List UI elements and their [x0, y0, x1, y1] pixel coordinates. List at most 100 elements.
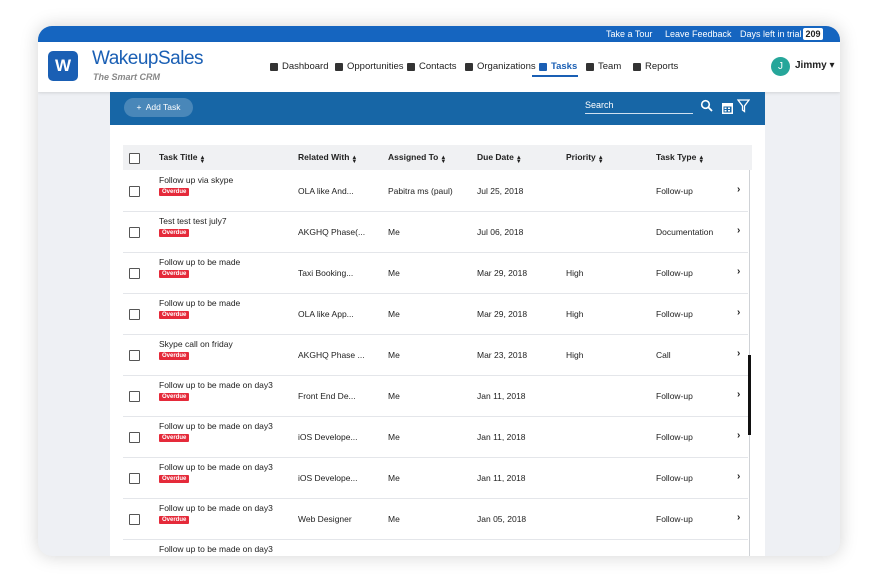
title[interactable]: Follow up to be made on day3: [159, 544, 273, 554]
column-header[interactable]: Task Title ▲​▼: [159, 145, 205, 170]
nav-item[interactable]: Reports: [633, 60, 678, 74]
search-input[interactable]: Search: [585, 98, 693, 114]
nav-icon: [270, 63, 278, 71]
nav-label: Opportunities: [347, 61, 404, 72]
title[interactable]: Follow up to be made on day3: [159, 380, 273, 390]
title[interactable]: Test test test july7: [159, 216, 227, 226]
type-cell: Documentation: [656, 227, 714, 237]
row-checkbox[interactable]: [129, 514, 140, 525]
assigned-cell: Me: [388, 350, 400, 360]
sort-icon: ▲​▼: [515, 155, 522, 165]
filter-icon[interactable]: [737, 99, 750, 113]
row-checkbox[interactable]: [129, 309, 140, 320]
nav-icon: [407, 63, 415, 71]
nav-item[interactable]: Contacts: [407, 60, 457, 74]
assigned-cell: Me: [388, 473, 400, 483]
row-arrow[interactable]: ›: [737, 225, 741, 236]
nav-icon: [539, 63, 547, 71]
top-bar: Take a Tour Leave Feedback Days left in …: [38, 26, 840, 42]
task-panel: + Add Task Search Task Title ▲​▼ Related W…: [110, 92, 765, 556]
related-cell: OLA like And...: [298, 186, 354, 196]
row-divider: [123, 334, 748, 335]
row-arrow[interactable]: ›: [737, 266, 741, 277]
assigned-cell: Me: [388, 432, 400, 442]
row-arrow[interactable]: ›: [737, 471, 741, 482]
column-header[interactable]: Priority ▲​▼: [566, 145, 604, 170]
feedback-link[interactable]: Leave Feedback: [665, 29, 732, 39]
type-cell: Follow-up: [656, 514, 693, 524]
title[interactable]: Follow up to be made on day3: [159, 421, 273, 431]
column-header[interactable]: Task Type ▲​▼: [656, 145, 704, 170]
nav-item[interactable]: Team: [586, 60, 621, 74]
column-header[interactable]: Assigned To ▲​▼: [388, 145, 446, 170]
overdue-badge: Overdue: [159, 352, 190, 360]
nav-item[interactable]: Dashboard: [270, 60, 328, 74]
overdue-badge: Overdue: [159, 311, 190, 319]
sort-icon: ▲​▼: [440, 155, 447, 165]
due-cell: Jan 11, 2018: [477, 432, 526, 442]
row-checkbox[interactable]: [129, 473, 140, 484]
logo[interactable]: W: [48, 51, 78, 81]
type-cell: Follow-up: [656, 268, 693, 278]
row-divider: [123, 457, 748, 458]
trial-days: 209: [803, 28, 823, 40]
title[interactable]: Follow up to be made on day3: [159, 462, 273, 472]
nav-icon: [586, 63, 594, 71]
title[interactable]: Skype call on friday: [159, 339, 233, 349]
sort-icon: ▲​▼: [698, 155, 705, 165]
nav-icon: [335, 63, 343, 71]
row-checkbox[interactable]: [129, 227, 140, 238]
nav-label: Organizations: [477, 61, 536, 72]
row-arrow[interactable]: ›: [737, 307, 741, 318]
title[interactable]: Follow up via skype: [159, 175, 234, 185]
row-arrow[interactable]: ›: [737, 184, 741, 195]
row-checkbox[interactable]: [129, 186, 140, 197]
priority-cell: High: [566, 309, 584, 319]
type-cell: Follow-up: [656, 186, 693, 196]
calendar-icon[interactable]: [721, 101, 734, 115]
related-cell: AKGHQ Phase ...: [298, 350, 365, 360]
avatar[interactable]: J: [771, 57, 790, 76]
select-all[interactable]: [129, 153, 140, 164]
column-label: Related With: [298, 152, 350, 162]
row-arrow[interactable]: ›: [737, 389, 741, 400]
related-cell: iOS Develope...: [298, 473, 358, 483]
due-cell: Jul 25, 2018: [477, 186, 524, 196]
overdue-badge: Overdue: [159, 516, 190, 524]
add-task-button[interactable]: + Add Task: [124, 98, 193, 117]
due-cell: Jan 11, 2018: [477, 473, 526, 483]
search-icon[interactable]: [700, 99, 714, 113]
type-cell: Follow-up: [656, 309, 693, 319]
row-checkbox[interactable]: [129, 432, 140, 443]
scroll-thumb[interactable]: [748, 355, 751, 435]
type-cell: Follow-up: [656, 473, 693, 483]
row-arrow[interactable]: ›: [737, 512, 741, 523]
nav-item[interactable]: Organizations: [465, 60, 536, 74]
row-divider: [123, 539, 748, 540]
nav-item[interactable]: Opportunities: [335, 60, 404, 74]
nav-icon: [633, 63, 641, 71]
row-arrow[interactable]: ›: [737, 348, 741, 359]
tour-link[interactable]: Take a Tour: [606, 29, 653, 39]
column-header[interactable]: Related With ▲​▼: [298, 145, 357, 170]
row-checkbox[interactable]: [129, 268, 140, 279]
title[interactable]: Follow up to be made: [159, 298, 241, 308]
due-cell: Jan 11, 2018: [477, 391, 526, 401]
due-cell: Jan 05, 2018: [477, 514, 527, 524]
row-checkbox[interactable]: [129, 391, 140, 402]
assigned-cell: Me: [388, 391, 400, 401]
brand: WakeupSales: [92, 48, 204, 69]
sort-icon: ▲​▼: [351, 155, 358, 165]
nav-item[interactable]: Tasks: [539, 60, 577, 74]
title[interactable]: Follow up to be made: [159, 257, 241, 267]
row-checkbox[interactable]: [129, 350, 140, 361]
table-header: Task Title ▲​▼ Related With ▲​▼ Assigned To ▲…: [123, 145, 752, 170]
trial-label: Days left in trial: [740, 29, 802, 39]
row-divider: [123, 252, 748, 253]
title[interactable]: Follow up to be made on day3: [159, 503, 273, 513]
user-menu[interactable]: Jimmy ▾: [795, 60, 835, 71]
row-arrow[interactable]: ›: [737, 430, 741, 441]
row-divider: [123, 498, 748, 499]
related-cell: Taxi Booking...: [298, 268, 354, 278]
column-header[interactable]: Due Date ▲​▼: [477, 145, 522, 170]
